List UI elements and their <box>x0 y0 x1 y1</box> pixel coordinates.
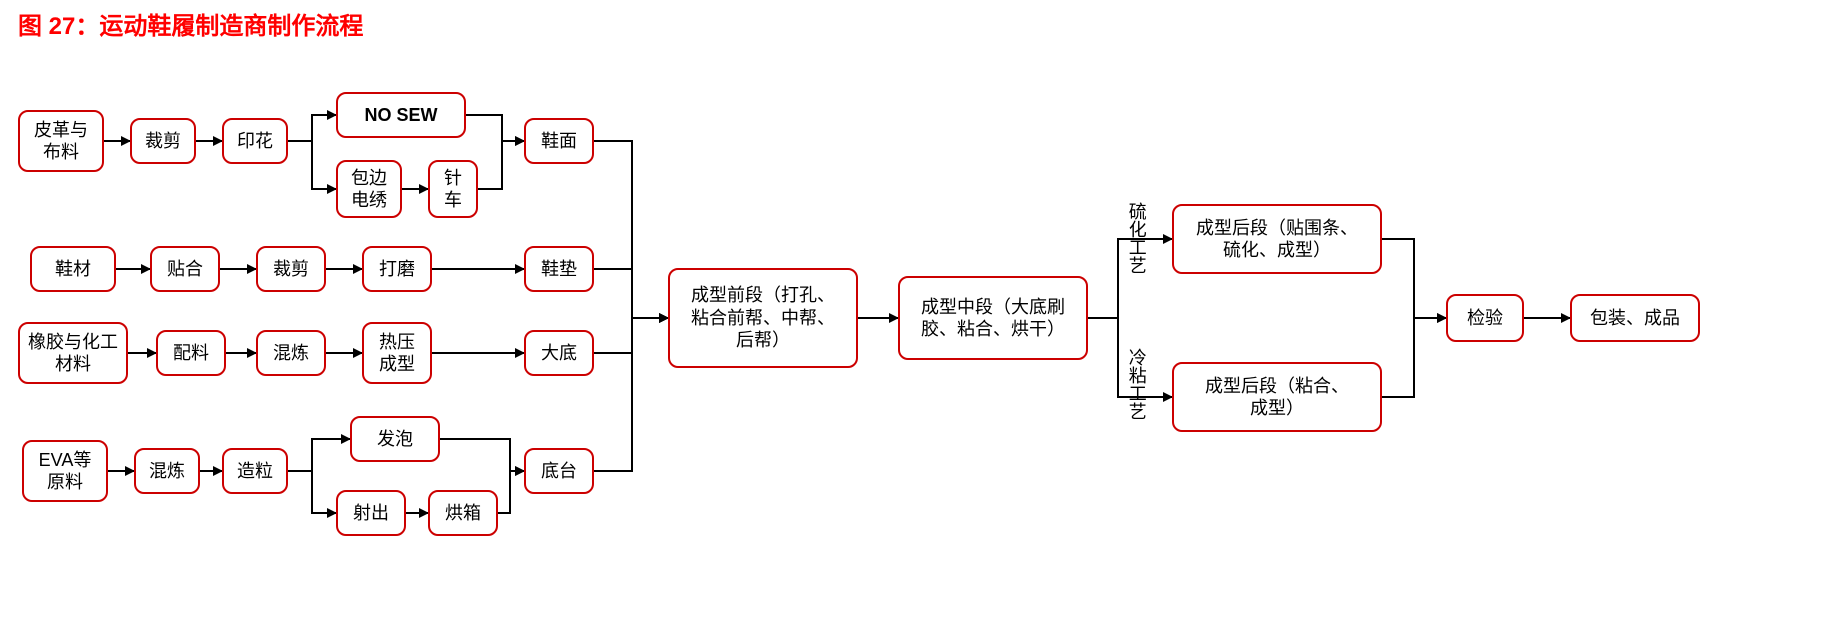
node-n_front: 成型前段（打孔、 粘合前帮、中帮、 后帮） <box>668 268 858 368</box>
node-n_rubber: 橡胶与化工 材料 <box>18 322 128 384</box>
node-n_knead2: 混炼 <box>134 448 200 494</box>
node-n_cut1: 裁剪 <box>130 118 196 164</box>
node-n_edge: 包边 电绣 <box>336 160 402 218</box>
node-n_cut2: 裁剪 <box>256 246 326 292</box>
node-n_sew: 针 车 <box>428 160 478 218</box>
node-n_hotpress: 热压 成型 <box>362 322 432 384</box>
node-n_pack: 包装、成品 <box>1570 294 1700 342</box>
node-n_polish: 打磨 <box>362 246 432 292</box>
node-n_oven: 烘箱 <box>428 490 498 536</box>
node-n_outsole: 大底 <box>524 330 594 376</box>
node-n_pellet: 造粒 <box>222 448 288 494</box>
flowchart-canvas: 图 27：运动鞋履制造商制作流程 皮革与 布料裁剪印花NO SEW包边 电绣针 … <box>0 0 1832 620</box>
node-n_lam: 贴合 <box>150 246 220 292</box>
node-n_nosew: NO SEW <box>336 92 466 138</box>
node-n_print: 印花 <box>222 118 288 164</box>
node-n_mid: 成型中段（大底刷 胶、粘合、烘干） <box>898 276 1088 360</box>
node-n_knead1: 混炼 <box>256 330 326 376</box>
node-n_upper: 鞋面 <box>524 118 594 164</box>
node-n_shoemat: 鞋材 <box>30 246 116 292</box>
node-n_back1: 成型后段（贴围条、 硫化、成型） <box>1172 204 1382 274</box>
vlabel-vl_cold: 冷粘工艺 <box>1126 348 1146 420</box>
node-n_insole: 鞋垫 <box>524 246 594 292</box>
node-n_inject: 射出 <box>336 490 406 536</box>
node-n_midsole: 底台 <box>524 448 594 494</box>
node-n_eva: EVA等 原料 <box>22 440 108 502</box>
node-n_check: 检验 <box>1446 294 1524 342</box>
node-n_foam: 发泡 <box>350 416 440 462</box>
node-n_back2: 成型后段（粘合、 成型） <box>1172 362 1382 432</box>
node-n_mix1: 配料 <box>156 330 226 376</box>
node-n_leather: 皮革与 布料 <box>18 110 104 172</box>
vlabel-vl_vulc: 硫化工艺 <box>1126 202 1146 274</box>
